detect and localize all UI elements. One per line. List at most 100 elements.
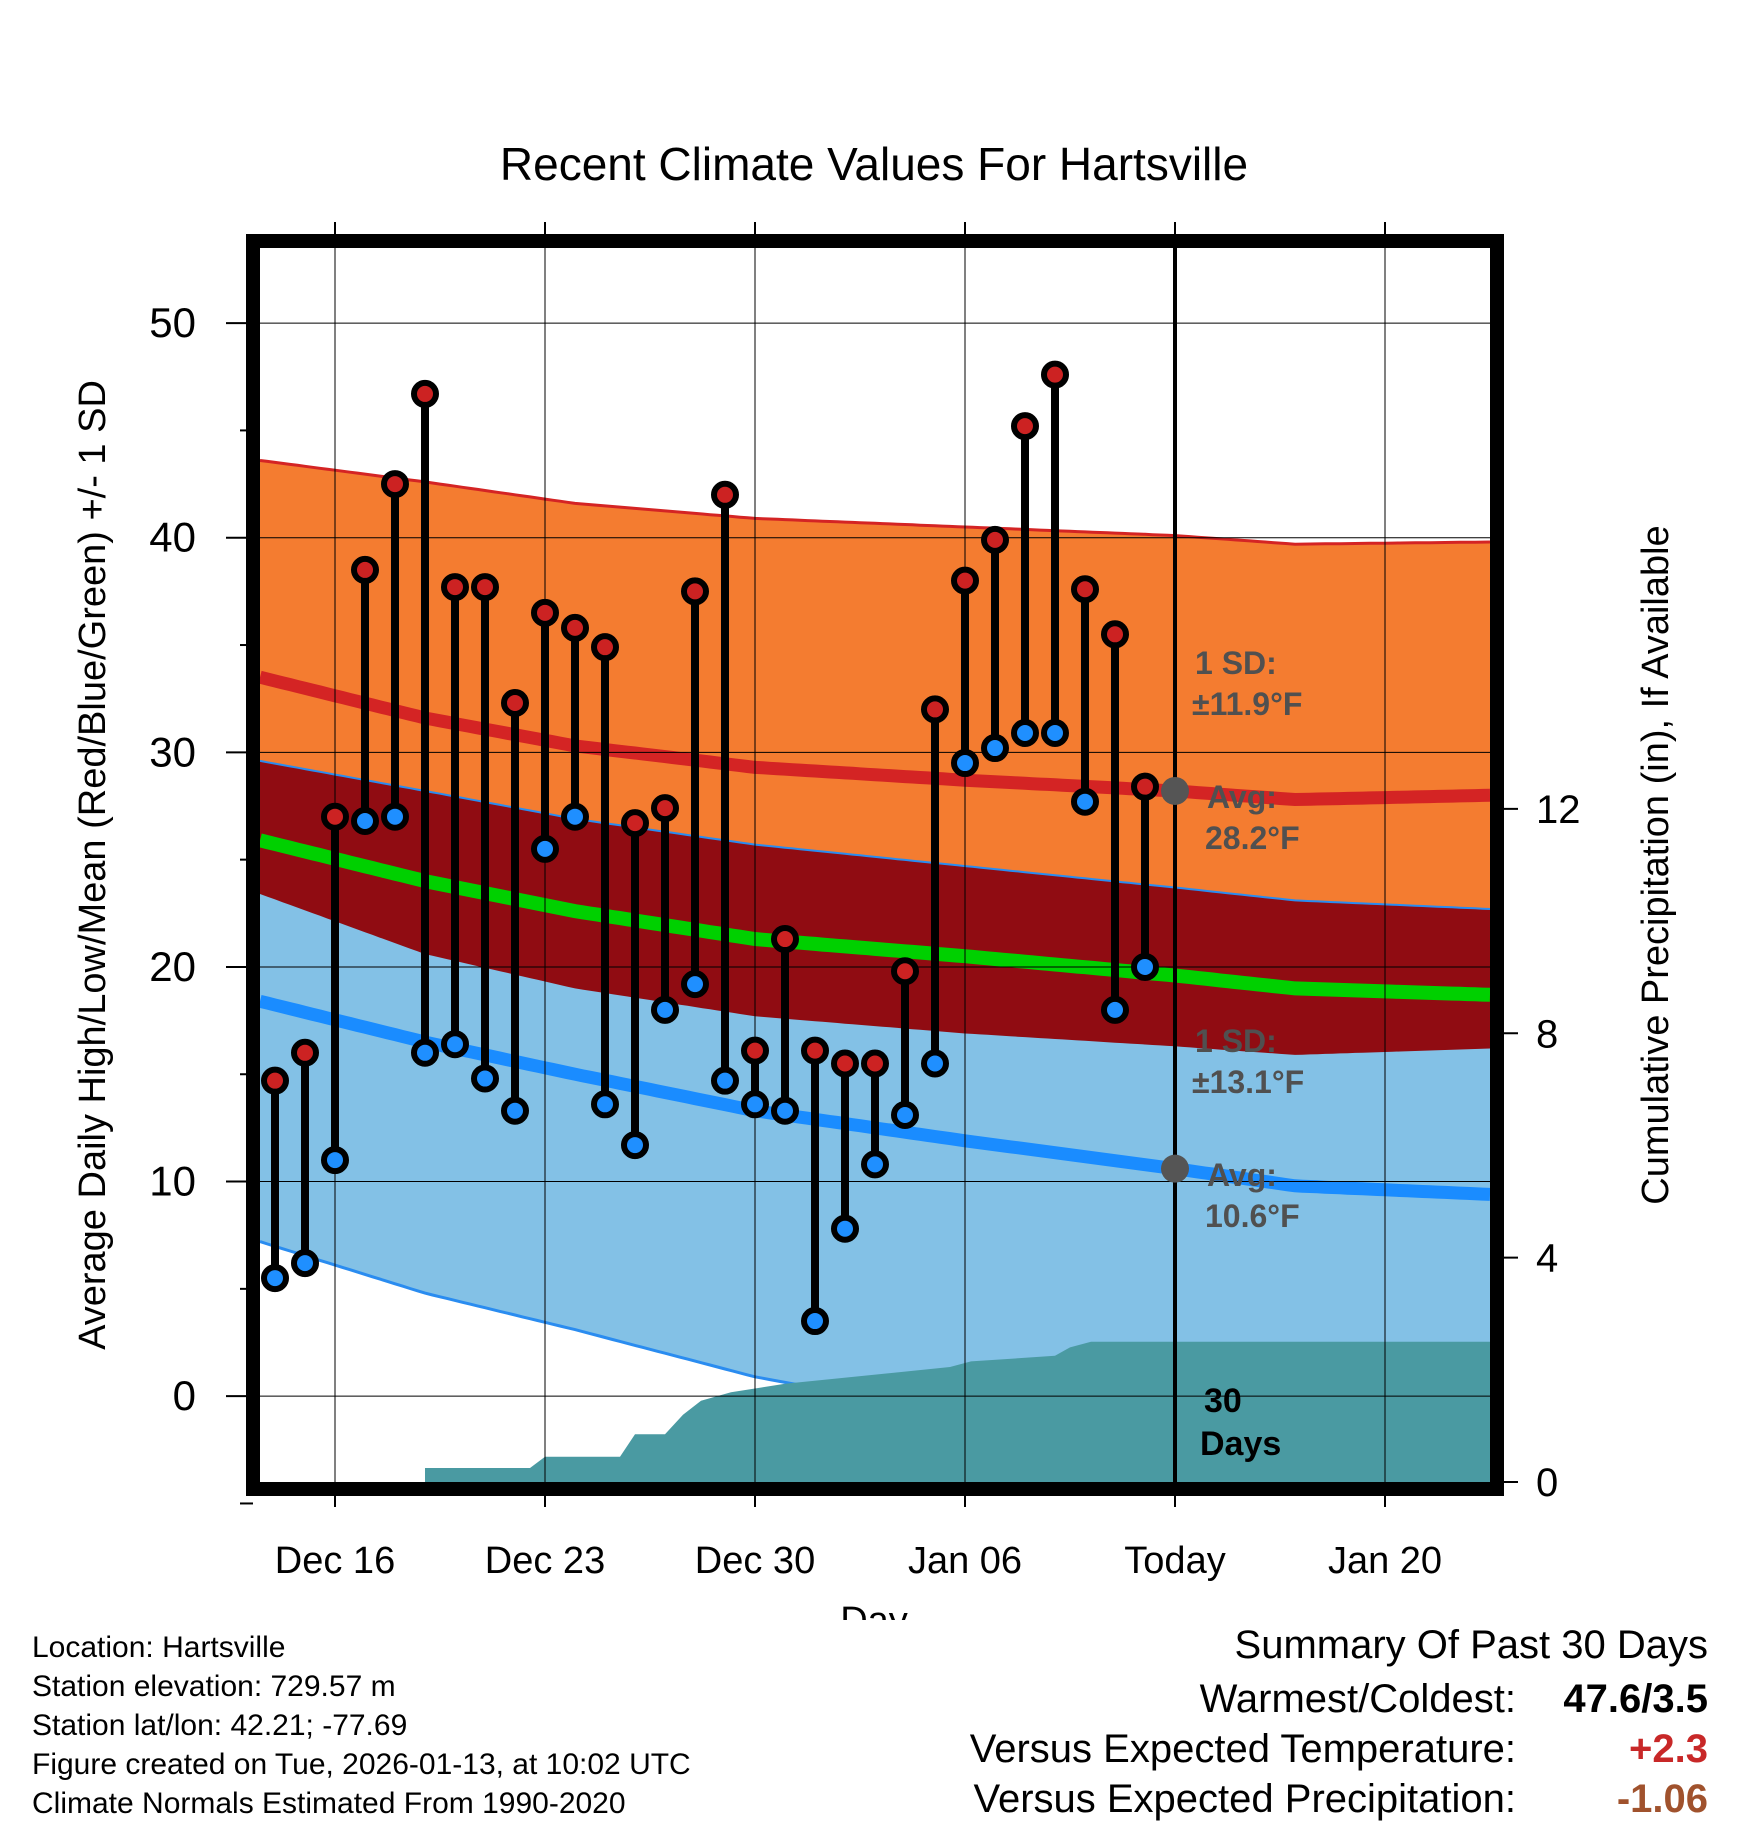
plot-frame: [246, 234, 1504, 1496]
daily-high-point: [831, 1049, 859, 1078]
low-sd-value: ±13.1°F: [1192, 1064, 1304, 1100]
daily-low-point: [1101, 995, 1129, 1024]
summary-title: Summary Of Past 30 Days: [1234, 1623, 1708, 1667]
temp-value: +2.3: [1629, 1727, 1708, 1771]
x-tick-label: Dec 23: [485, 1540, 605, 1582]
x-tick-label: Jan 06: [908, 1540, 1022, 1582]
daily-high-point: [591, 633, 619, 662]
daily-high-point: [351, 555, 379, 584]
warmest-value: 47.6/3.5: [1563, 1677, 1708, 1721]
daily-low-point: [891, 1101, 919, 1130]
warmest-label: Warmest/Coldest:: [1199, 1677, 1516, 1721]
daily-low-point: [921, 1049, 949, 1078]
today-normal-low-dot: [1161, 1154, 1189, 1183]
precip-value: -1.06: [1616, 1777, 1708, 1821]
daily-low-point: [471, 1064, 499, 1093]
y-tick-label: 0: [173, 1372, 196, 1419]
precip-area: [425, 1341, 1490, 1482]
high-avg-value: 28.2°F: [1205, 820, 1300, 856]
summary-row-precip: Versus Expected Precipitation: -1.06: [970, 1774, 1708, 1824]
daily-high-point: [1071, 575, 1099, 604]
daily-low-point: [411, 1038, 439, 1067]
daily-high-point: [741, 1036, 769, 1065]
summary-panel: Summary Of Past 30 Days Warmest/Coldest:…: [970, 1620, 1708, 1824]
daily-high-point: [321, 802, 349, 831]
y-tick-label: 50: [149, 299, 196, 346]
daily-high-point: [771, 925, 799, 954]
low-sd-label: 1 SD:: [1195, 1023, 1277, 1059]
low-avg-value: 10.6°F: [1205, 1198, 1300, 1234]
chart-title: Recent Climate Values For Hartsville: [500, 138, 1248, 190]
daily-low-point: [441, 1030, 469, 1059]
daily-high-point: [921, 695, 949, 724]
y2-tick-label: 8: [1536, 1012, 1558, 1056]
daily-low-point: [531, 834, 559, 863]
daily-low-point: [591, 1090, 619, 1119]
x-axis-label: Day: [840, 1600, 908, 1620]
daily-high-point: [681, 577, 709, 606]
daily-low-point: [1071, 787, 1099, 816]
daily-low-point: [321, 1146, 349, 1175]
created-text: Figure created on Tue, 2026-01-13, at 10…: [32, 1748, 691, 1781]
x-tick-label: Today: [1124, 1540, 1225, 1582]
daily-low-point: [981, 734, 1009, 763]
daily-high-point: [531, 598, 559, 627]
daily-low-point: [741, 1090, 769, 1119]
daily-low-point: [351, 807, 379, 836]
daily-low-point: [831, 1214, 859, 1243]
daily-low-point: [1131, 952, 1159, 981]
daily-low-point: [381, 802, 409, 831]
y-tick-label: 10: [149, 1158, 196, 1205]
today-normal-high-dot: [1161, 776, 1189, 805]
daily-high-point: [1011, 412, 1039, 441]
low-sd-upper-edge: [260, 759, 1490, 910]
daily-low-point: [801, 1307, 829, 1336]
y2-tick-label: 4: [1536, 1237, 1558, 1281]
summary-row-warmest: Warmest/Coldest: 47.6/3.5: [970, 1674, 1708, 1724]
low-avg-label: Avg:: [1207, 1157, 1277, 1193]
daily-low-point: [621, 1131, 649, 1160]
daily-high-point: [861, 1049, 889, 1078]
daily-high-point: [1101, 620, 1129, 649]
high-sd-value: ±11.9°F: [1192, 686, 1302, 722]
normal-mean-line: [260, 833, 1490, 1002]
daily-high-point: [291, 1038, 319, 1067]
daily-low-point: [711, 1066, 739, 1095]
daily-high-point: [501, 688, 529, 717]
daily-high-point: [801, 1036, 829, 1065]
daily-high-point: [651, 794, 679, 823]
daily-high-point: [951, 566, 979, 595]
daily-low-point: [771, 1096, 799, 1125]
daily-high-point: [981, 525, 1009, 554]
daily-low-point: [291, 1249, 319, 1278]
daily-low-point: [651, 995, 679, 1024]
elevation-text: Station elevation: 729.57 m: [32, 1670, 396, 1703]
daily-high-point: [1041, 360, 1069, 389]
climate-chart: 1 SD: ±11.9°F Avg: 28.2°F 1 SD: ±13.1°F Avg: 10…: [72, 138, 1677, 1620]
high-sd-label: 1 SD:: [1195, 645, 1277, 681]
y-tick-label: 20: [149, 943, 196, 990]
daily-high-point: [621, 809, 649, 838]
daily-low-point: [561, 802, 589, 831]
daily-low-point: [261, 1264, 289, 1293]
y-axis-label: Average Daily High/Low/Mean (Red/Blue/Gr…: [72, 380, 114, 1350]
high-sd-upper-edge: [260, 459, 1490, 546]
y2-axis-label: Cumulative Precipitation (in), If Availa…: [1635, 525, 1677, 1204]
y2-tick-label: 0: [1536, 1461, 1558, 1505]
y2-tick-label: 12: [1536, 788, 1581, 832]
high-avg-label: Avg:: [1207, 779, 1277, 815]
summary-row-temp: Versus Expected Temperature: +2.3: [970, 1724, 1708, 1774]
normals-text: Climate Normals Estimated From 1990-2020: [32, 1787, 626, 1820]
station-info: Location: Hartsville Station elevation: …: [32, 1628, 691, 1823]
precip-label: Versus Expected Precipitation:: [973, 1777, 1516, 1821]
daily-low-point: [951, 749, 979, 778]
latlon-text: Station lat/lon: 42.21; -77.69: [32, 1709, 408, 1742]
daily-high-point: [891, 957, 919, 986]
daily-high-point: [561, 613, 589, 642]
x-tick-label: Jan 20: [1328, 1540, 1442, 1582]
daily-low-point: [1011, 719, 1039, 748]
x-tick-label: Dec 30: [695, 1540, 815, 1582]
daily-low-point: [861, 1150, 889, 1179]
y-tick-label: 40: [149, 514, 196, 561]
daily-high-point: [711, 480, 739, 509]
